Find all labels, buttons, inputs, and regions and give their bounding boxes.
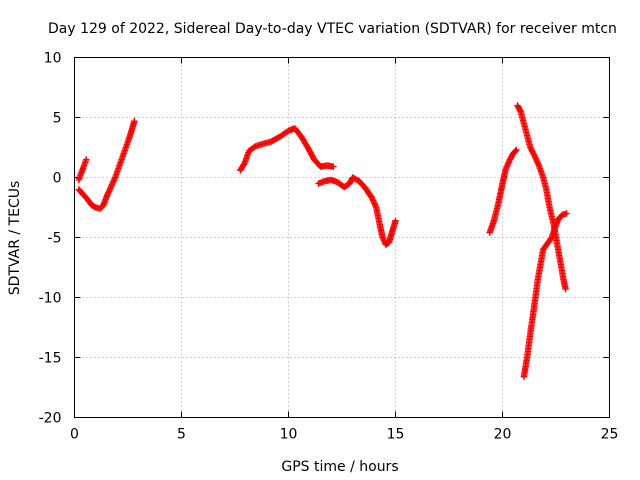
- data-point: [392, 217, 399, 224]
- data-point: [83, 156, 90, 163]
- data-point: [563, 210, 570, 217]
- x-tick-label: 15: [387, 427, 405, 443]
- x-tick-label: 25: [601, 427, 619, 443]
- data-point: [512, 147, 519, 154]
- y-tick-label: 0: [53, 171, 62, 187]
- data-point: [527, 145, 535, 153]
- x-tick-label: 5: [177, 427, 186, 443]
- data-point: [528, 147, 535, 154]
- grid: [74, 57, 610, 418]
- y-tick-label: 5: [53, 111, 62, 127]
- data-point: [513, 146, 520, 154]
- series-arc-3c: [520, 210, 570, 380]
- data-point: [529, 148, 536, 155]
- series-arc-1b: [75, 156, 90, 184]
- x-tick-label: 20: [494, 427, 512, 443]
- data-point: [529, 149, 537, 157]
- data-point: [330, 163, 337, 170]
- chart-title: Day 129 of 2022, Sidereal Day-to-day VTE…: [48, 21, 617, 37]
- x-tick-label: 10: [280, 427, 298, 443]
- y-tick-label: -20: [39, 411, 62, 427]
- series-arc-1a: [75, 117, 138, 212]
- series-arc-2b: [315, 174, 399, 248]
- y-tick-label: -10: [39, 291, 62, 307]
- data-points: [75, 102, 570, 380]
- y-tick-label: 10: [44, 51, 62, 67]
- x-axis-label: GPS time / hours: [281, 459, 398, 475]
- data-point: [562, 285, 569, 293]
- plot-frame: [74, 57, 610, 418]
- x-tick-label: 0: [70, 427, 79, 443]
- y-tick-label: -5: [48, 231, 62, 247]
- data-point: [131, 117, 138, 125]
- y-axis-label: SDTVAR / TECUs: [7, 181, 23, 296]
- series-arc-3a: [486, 146, 520, 236]
- data-point: [527, 144, 534, 151]
- series-arc-2a: [237, 125, 337, 174]
- y-tick-label: -15: [39, 351, 62, 367]
- axis-ticks: 0 5 10 15 20 25 -20 -15 -10 -5 0 5 10: [39, 51, 619, 443]
